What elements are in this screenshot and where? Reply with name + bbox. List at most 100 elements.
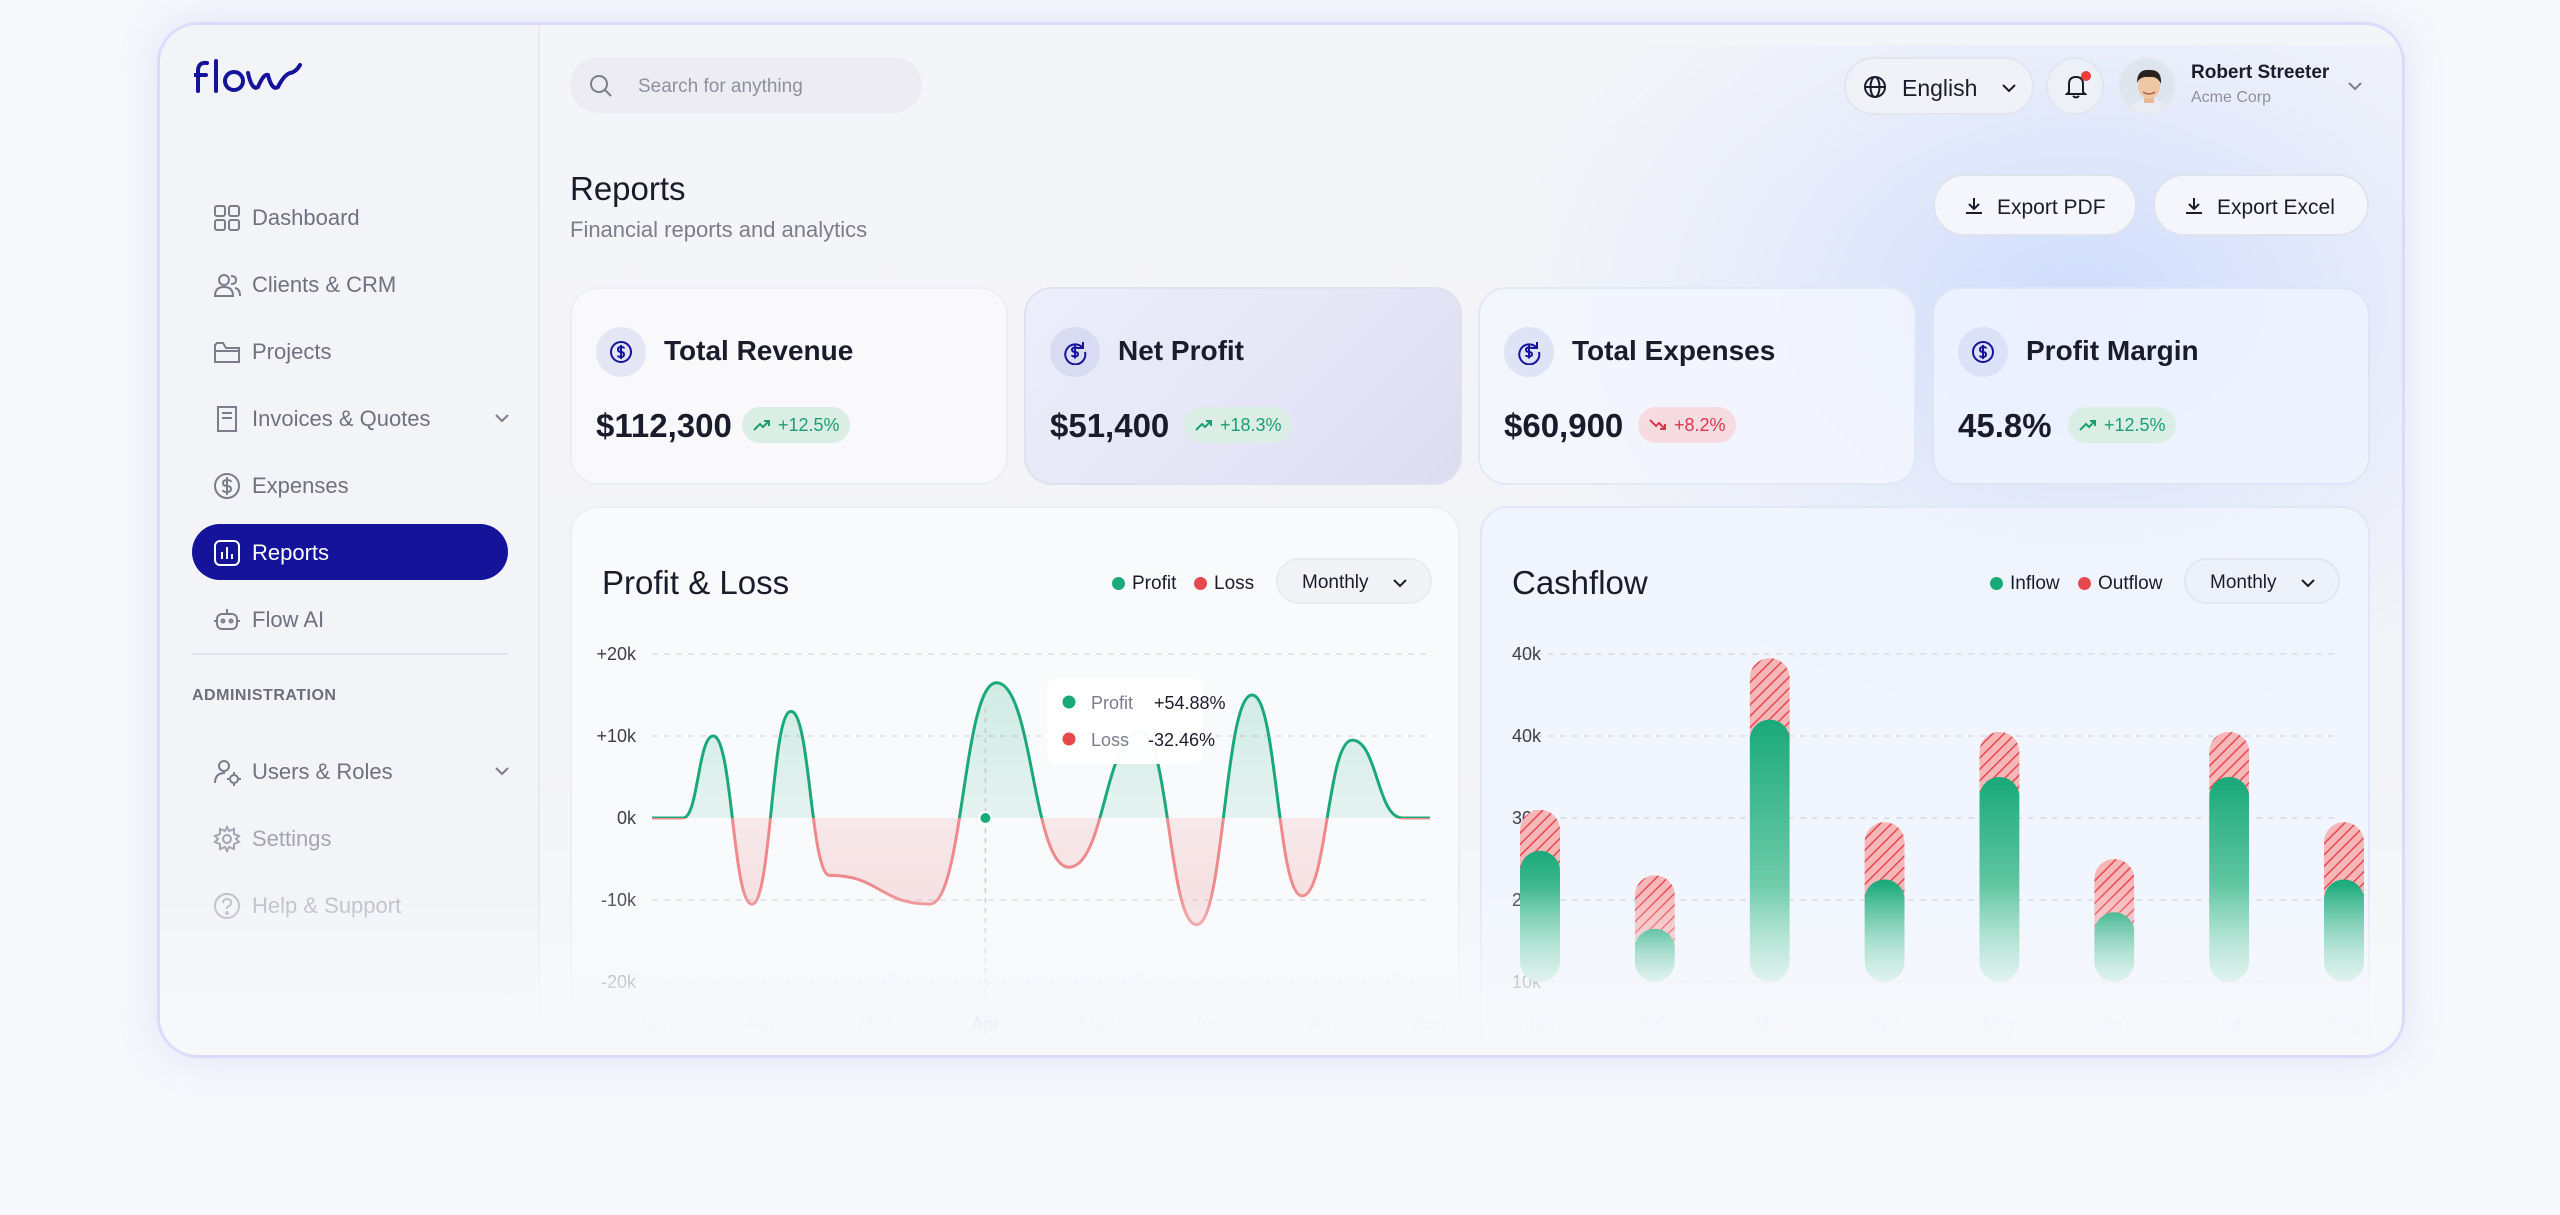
sidebar: Dashboard Clients & CRM Projects Invoice… [160,25,540,1055]
legend-label-loss: Loss [1214,573,1255,594]
export-pdf-button[interactable]: Export PDF [1933,174,2137,236]
profit-line [652,681,1430,818]
y-tick-label: -20k [601,972,637,992]
x-tick-label: Feb [1639,1014,1670,1034]
help-circle-icon [214,893,240,919]
sidebar-item-clients[interactable]: Clients & CRM [192,256,508,312]
sidebar-item-help[interactable]: Help & Support [192,877,508,933]
period-dropdown[interactable]: Monthly [1276,558,1432,604]
avatar[interactable] [2118,57,2176,115]
panel-title: Cashflow [1512,564,1648,601]
dollar-coin-icon [610,341,632,363]
robot-icon [214,609,240,630]
loss-line [652,818,1430,927]
bar-group [2094,859,2135,982]
gear-icon [213,824,241,854]
legend-dot-loss [1194,577,1207,590]
user-org: Acme Corp [2191,89,2272,106]
legend-dot-profit [1112,577,1125,590]
x-tick-label: Jul [1307,1014,1330,1034]
tooltip-dot-profit [1062,695,1076,709]
search-input[interactable]: Search for anything [570,57,922,113]
chevron-down-icon [2301,579,2315,588]
sidebar-item-users-roles[interactable]: Users & Roles [192,743,509,799]
tooltip-loss-label: Loss [1091,730,1129,750]
bar-inflow [1864,879,1905,982]
x-tick-label: Jun [1193,1014,1222,1034]
chevron-down-icon [495,414,509,423]
dollar-refresh-icon [1518,342,1541,365]
sidebar-item-label: Help & Support [252,893,402,918]
sidebar-item-label: Reports [252,540,330,565]
chevron-down-icon[interactable] [2344,75,2366,97]
notifications-button[interactable] [2046,57,2104,115]
refresh-dollar-icon-badge [1504,327,1554,377]
language-selector[interactable]: English [1844,57,2034,115]
sidebar-item-label: Flow AI [252,607,325,632]
x-tick-label: Jun [2100,1014,2129,1034]
y-tick-label: +10k [596,726,637,746]
chevron-down-icon [2002,84,2016,93]
x-tick-label: Feb [748,1014,779,1034]
x-tick-label: Apr [1871,1014,1899,1034]
chevron-down-icon [495,767,509,776]
page-subtitle: Financial reports and analytics [570,217,868,242]
dollar-coin-icon [214,473,240,499]
stat-value: $112,300 [596,407,732,444]
x-tick-label: Jul [2218,1014,2241,1034]
trend-up-icon [2079,420,2096,431]
legend-label-inflow: Inflow [2010,573,2060,594]
y-tick-label: 40k [1512,726,1542,746]
sidebar-item-expenses[interactable]: Expenses [192,457,508,513]
profit-loss-panel: +20k +10k 0k -10k -20k Jan Feb Mar Apr May Jun Jul A… [570,506,1460,1055]
refresh-dollar-icon-badge [1050,327,1100,377]
period-dropdown[interactable]: Monthly [2184,558,2340,604]
stat-change: +12.5% [778,415,840,435]
stat-card-net-profit: Net Profit $51,400 +18.3% [1024,287,1462,485]
legend-label-outflow: Outflow [2098,573,2163,594]
stat-card-total-expenses: Total Expenses $60,900 +8.2% [1478,287,1916,485]
export-pdf-label: Export PDF [1997,196,2106,219]
stat-change-badge: +12.5% [2068,407,2176,443]
x-tick-label: Jan [1525,1014,1554,1034]
dollar-icon-badge [596,327,646,377]
sidebar-item-label: Expenses [252,473,349,498]
y-tick-label: -10k [601,890,637,910]
download-icon [1966,198,1982,214]
page-title: Reports [570,170,686,207]
bar-inflow [1520,850,1560,982]
sidebar-item-invoices[interactable]: Invoices & Quotes [192,390,509,446]
x-tick-label: May [1080,1014,1114,1034]
tooltip-profit-value: +54.88% [1154,693,1226,713]
stat-change: +8.2% [1674,415,1726,435]
users-icon [213,274,241,297]
tooltip-box [1047,678,1203,764]
x-tick-label: Aug [1414,1014,1446,1034]
sidebar-divider [192,653,508,655]
notification-dot [2081,71,2091,81]
x-tick-label: May [1982,1014,2016,1034]
export-excel-button[interactable]: Export Excel [2153,174,2369,236]
tooltip-loss-value: -32.46% [1148,730,1215,750]
flow-logo[interactable] [194,57,304,97]
sidebar-item-settings[interactable]: Settings [192,810,508,866]
x-tick-label: Mar [859,1014,890,1034]
bar-group [1520,809,1560,982]
sidebar-item-dashboard[interactable]: Dashboard [192,189,508,245]
sidebar-item-label: Invoices & Quotes [252,406,431,431]
sidebar-item-projects[interactable]: Projects [192,323,508,379]
stat-change: +18.3% [1220,415,1282,435]
trend-down-icon [1649,419,1666,430]
sidebar-item-reports[interactable]: Reports [192,524,508,580]
cashflow-panel: 40k40k30k20k10kJanFebMarAprMayJunJulAug … [1480,506,2370,1055]
grid-icon [214,205,240,231]
trend-up-icon [1195,420,1212,431]
sidebar-item-flow-ai[interactable]: Flow AI [192,591,508,647]
chevron-down-icon [1393,579,1407,588]
panel-title: Profit & Loss [602,564,790,601]
language-label: English [1902,75,1978,101]
bar-inflow [2209,777,2250,982]
bar-inflow [1979,777,2020,982]
user-name[interactable]: Robert Streeter [2191,62,2330,83]
x-tick-label: Jan [637,1014,666,1034]
